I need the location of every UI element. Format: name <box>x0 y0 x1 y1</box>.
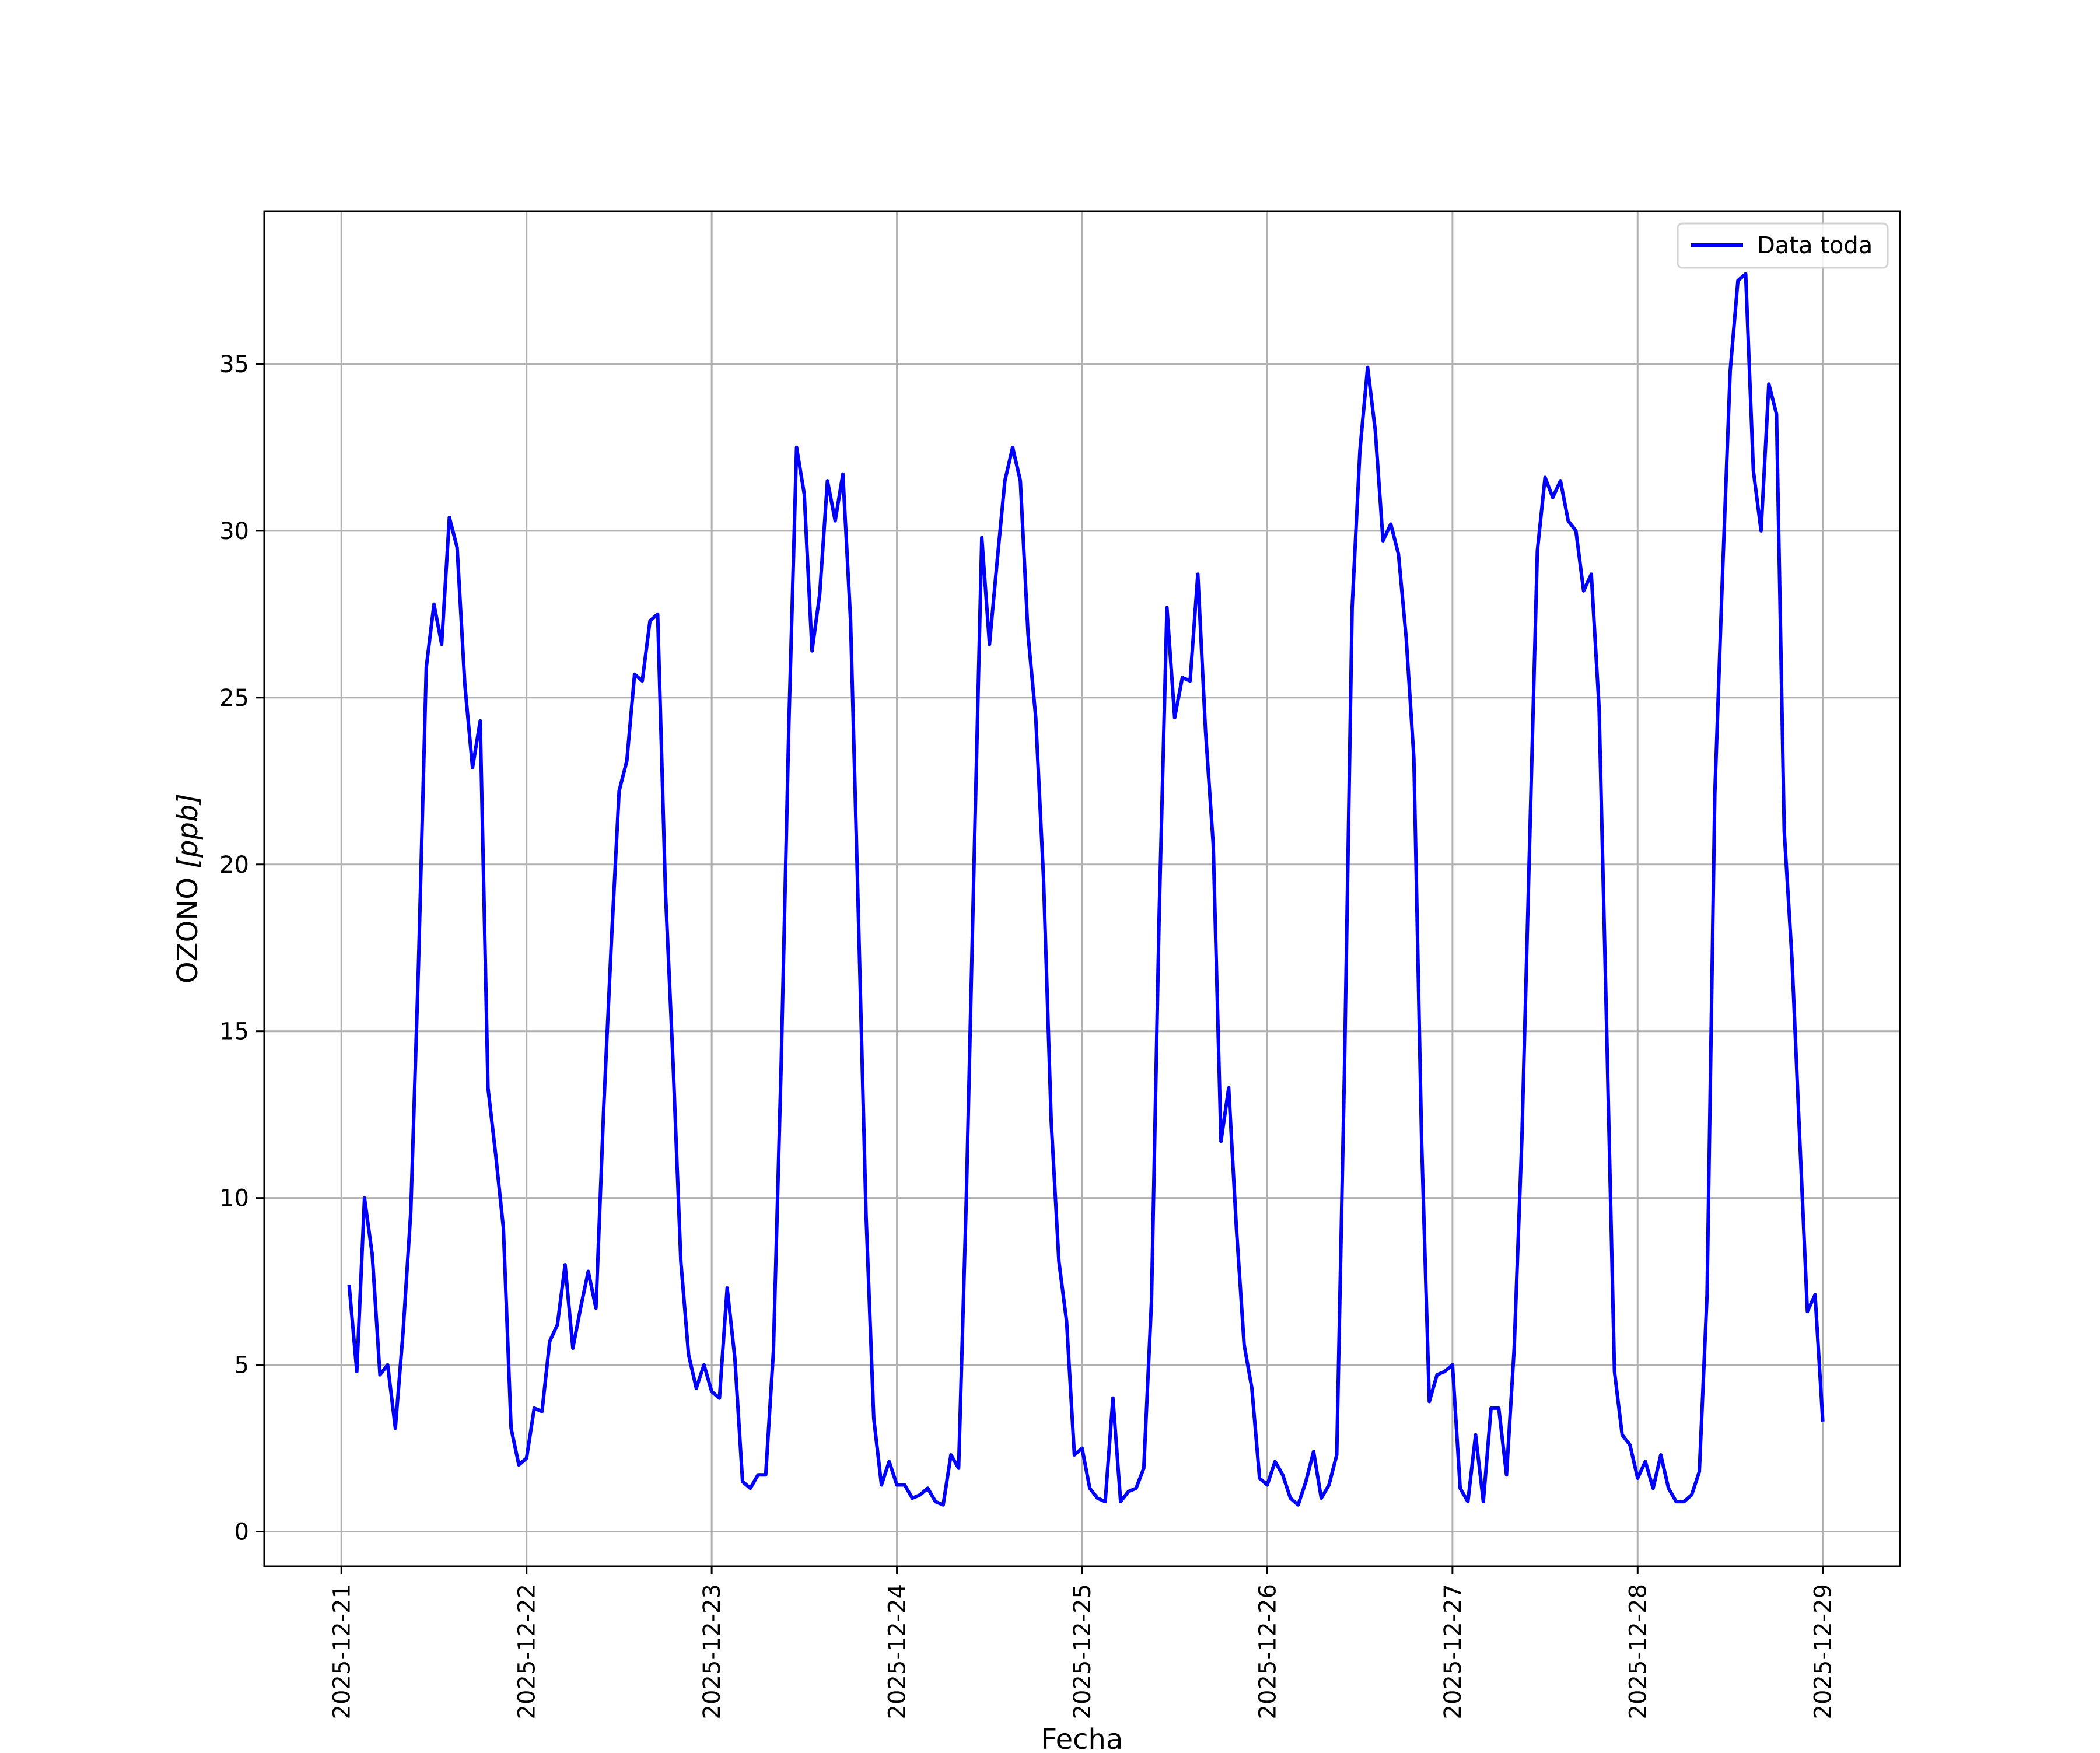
y-tick-label: 10 <box>219 1185 249 1212</box>
y-axis-label-main: OZONO <box>172 869 204 984</box>
legend-box <box>1676 222 1889 269</box>
series-line-data-toda <box>347 272 1825 1507</box>
x-tick-label: 2025-12-29 <box>1810 1584 1837 1719</box>
x-tick-label: 2025-12-25 <box>1069 1584 1096 1719</box>
y-axis-label: OZONO [ppb] <box>172 793 204 984</box>
x-tick-label: 2025-12-28 <box>1625 1584 1651 1719</box>
legend: Data toda <box>1676 222 1889 269</box>
x-tick-label: 2025-12-23 <box>699 1584 726 1719</box>
y-tick-label: 35 <box>219 351 249 378</box>
x-tick-label: 2025-12-26 <box>1254 1584 1281 1719</box>
y-tick-label: 20 <box>219 852 249 879</box>
x-axis-label: Fecha <box>1041 1723 1124 1750</box>
y-tick-label: 25 <box>219 685 249 712</box>
series-layer <box>347 272 1825 1507</box>
x-tick-label: 2025-12-21 <box>328 1584 355 1719</box>
x-tick-label: 2025-12-27 <box>1440 1584 1466 1719</box>
legend-label-data-toda: Data toda <box>1757 232 1873 259</box>
grid-lines <box>264 211 1900 1566</box>
y-tick-label: 30 <box>219 518 249 545</box>
x-axis-ticks: 2025-12-21 2025-12-22 2025-12-23 2025-12-24… <box>328 1566 1837 1719</box>
y-axis-ticks: 0 5 10 15 20 25 30 35 <box>219 351 264 1546</box>
y-tick-label: 0 <box>235 1519 249 1546</box>
y-tick-label: 5 <box>235 1352 249 1379</box>
x-tick-label: 2025-12-22 <box>514 1584 541 1719</box>
x-tick-label: 2025-12-24 <box>884 1584 911 1719</box>
y-tick-label: 15 <box>219 1019 249 1045</box>
y-axis-label-unit: [ppb] <box>172 793 204 869</box>
